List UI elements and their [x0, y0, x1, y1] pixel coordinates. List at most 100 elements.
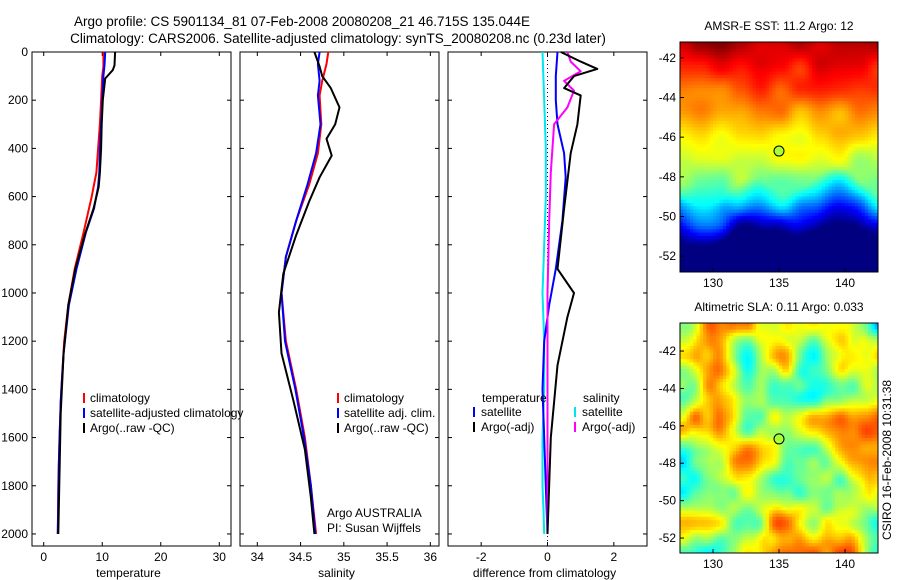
sst-map-cell	[759, 209, 763, 214]
sst-map-cell	[854, 104, 859, 109]
sst-map-cell	[732, 71, 737, 76]
sst-map-cell	[749, 232, 753, 237]
sst-map-cell	[841, 97, 846, 102]
sst-map-cell	[815, 91, 819, 95]
sst-map-cell	[818, 242, 823, 247]
sst-map-cell	[864, 249, 869, 253]
sst-map-cell	[858, 249, 862, 253]
sst-map-cell	[841, 130, 846, 135]
sst-map-cell	[709, 166, 714, 171]
sst-map-cell	[861, 170, 866, 174]
sst-map-cell	[683, 163, 687, 168]
sst-map-cell	[779, 170, 783, 174]
sst-map-cell	[782, 206, 786, 210]
sst-map-cell	[732, 104, 737, 109]
sst-map-cell	[689, 235, 694, 240]
sla-map-cell	[779, 332, 783, 337]
sst-map-cell	[808, 65, 813, 69]
sla-map-cell	[706, 355, 711, 360]
sst-map-cell	[871, 180, 876, 184]
sla-map-cell	[686, 336, 691, 340]
sst-map-cell	[871, 94, 876, 99]
sst-map-cell	[795, 107, 800, 112]
sst-map-cell	[716, 97, 720, 102]
sst-map-cell	[729, 235, 734, 240]
sst-map-cell	[782, 242, 786, 247]
sst-map-cell	[696, 160, 701, 164]
sst-map-cell	[699, 193, 704, 197]
sst-map-cell	[683, 143, 687, 148]
sst-map-cell	[732, 232, 737, 237]
sst-map-cell	[693, 153, 697, 158]
sst-map-cell	[868, 81, 872, 86]
temperature-ytick-label: 1600	[1, 431, 28, 445]
sst-map-cell	[818, 216, 823, 220]
sst-map-cell	[699, 130, 704, 135]
sla-map-cell	[871, 326, 876, 330]
sst-map-cell	[726, 120, 730, 125]
sst-map-cell	[759, 245, 763, 250]
sst-map-cell	[709, 78, 714, 82]
sst-map-cell	[706, 173, 711, 178]
sst-map-cell	[782, 239, 786, 243]
sst-map-cell	[871, 150, 876, 155]
sla-map-cell	[736, 336, 740, 340]
sst-map-cell	[722, 153, 727, 158]
sst-map-cell	[686, 242, 691, 247]
sst-map-cell	[689, 212, 694, 217]
sst-map-cell	[788, 249, 793, 253]
sst-map-cell	[828, 209, 833, 214]
sst-map-cell	[821, 58, 826, 63]
sst-map-cell	[696, 104, 701, 109]
sst-map-cell	[825, 84, 829, 89]
sla-map-cell	[818, 349, 823, 353]
sst-map-cell	[795, 120, 800, 125]
sst-map-cell	[722, 212, 727, 217]
sla-map-cell	[798, 336, 803, 340]
sst-map-cell	[868, 104, 872, 109]
sla-map-cell	[726, 323, 730, 327]
sst-map-cell	[686, 107, 691, 112]
sst-map-cell	[841, 48, 846, 53]
sst-map-cell	[716, 232, 720, 237]
sst-map-cell	[716, 94, 720, 99]
sst-map-cell	[752, 58, 757, 63]
sst-map-cell	[861, 216, 866, 220]
sst-map-cell	[861, 249, 866, 253]
sst-map-cell	[713, 268, 717, 273]
sst-map-cell	[785, 222, 790, 227]
sst-map-cell	[818, 68, 823, 72]
sst-map-cell	[874, 107, 879, 112]
sst-map-cell	[788, 140, 793, 145]
sst-map-cell	[713, 180, 717, 184]
sst-map-cell	[742, 48, 747, 53]
sst-map-cell	[775, 163, 780, 168]
sst-map-cell	[835, 262, 839, 266]
sst-map-cell	[835, 173, 839, 178]
sst-map-cell	[726, 81, 730, 86]
sst-map-cell	[874, 150, 879, 155]
sla-map-cell	[729, 326, 734, 330]
sst-map-cell	[812, 84, 816, 89]
sst-map-cell	[868, 94, 872, 99]
sst-map-cell	[808, 196, 813, 201]
sst-map-cell	[696, 68, 701, 72]
sst-map-cell	[752, 51, 757, 56]
sst-map-cell	[868, 206, 872, 210]
sst-map-cell	[749, 166, 753, 171]
sst-map-cell	[805, 242, 810, 247]
sst-map-cell	[732, 166, 737, 171]
sst-map-cell	[841, 124, 846, 128]
sst-map-cell	[749, 229, 753, 233]
sst-map-cell	[680, 68, 684, 72]
sla-map-cell	[845, 339, 849, 344]
sla-map-cell	[845, 342, 849, 347]
sst-map-cell	[759, 150, 763, 155]
sst-map-cell	[739, 222, 744, 227]
sst-map-cell	[680, 88, 684, 92]
sst-map-cell	[765, 160, 770, 164]
sst-map-cell	[742, 137, 747, 141]
sst-map-cell	[845, 249, 849, 253]
sst-map-cell	[788, 117, 793, 122]
sst-map-cell	[739, 180, 744, 184]
